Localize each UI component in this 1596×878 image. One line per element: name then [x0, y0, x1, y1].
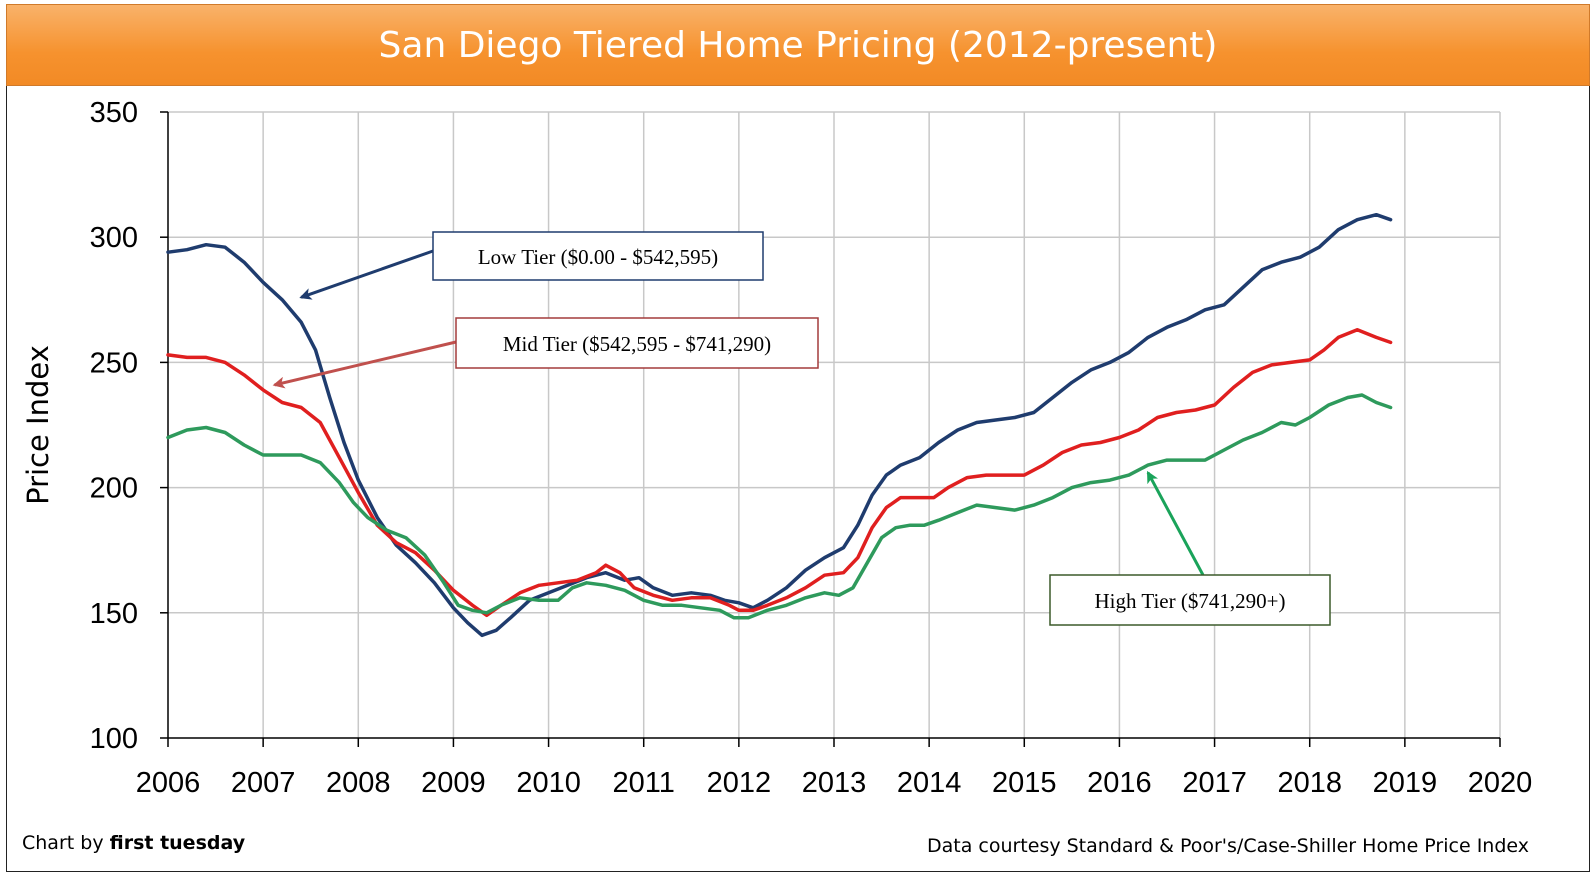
x-tick-label: 2012 [707, 767, 772, 799]
credit-name: first tuesday [110, 832, 246, 854]
callout-arrow-high [1146, 470, 1205, 576]
x-tick-label: 2015 [992, 767, 1057, 799]
x-tick-label: 2013 [802, 767, 867, 799]
chart-frame [6, 4, 1590, 872]
y-tick-label: 150 [90, 598, 138, 630]
callout-box-low [432, 231, 764, 281]
x-tick-label: 2017 [1182, 767, 1247, 799]
callout-arrow-mid [272, 340, 457, 389]
callout-low: Low Tier ($0.00 - $542,595) [299, 231, 764, 300]
callout-box-mid [455, 317, 819, 369]
grid [168, 111, 1501, 738]
callout-label-mid: Mid Tier ($542,595 - $741,290) [503, 332, 771, 356]
series-line-low [166, 212, 1393, 638]
callout-high: High Tier ($741,290+) [1049, 470, 1331, 626]
chart-credit: Chart by first tuesday [22, 832, 246, 854]
x-tick-label: 2019 [1373, 767, 1438, 799]
x-tick-label: 2007 [231, 767, 296, 799]
y-tick-label: 200 [90, 473, 138, 505]
series-line-high [166, 393, 1393, 620]
x-tick-label: 2016 [1087, 767, 1152, 799]
y-tick-label: 100 [90, 723, 138, 755]
series-line-mid [166, 328, 1393, 618]
credit-prefix: Chart by [22, 832, 110, 854]
chart-title: San Diego Tiered Home Pricing (2012-pres… [6, 4, 1590, 86]
y-tick-label: 300 [90, 222, 138, 254]
callout-box-high [1049, 574, 1331, 626]
callouts: Low Tier ($0.00 - $542,595) Mid Tier ($54… [272, 231, 1331, 626]
x-tick-label: 2018 [1277, 767, 1342, 799]
y-axis-label: Price Index [21, 345, 55, 505]
x-tick-label: 2020 [1468, 767, 1533, 799]
x-tick-label: 2010 [516, 767, 581, 799]
callout-mid: Mid Tier ($542,595 - $741,290) [272, 317, 819, 389]
x-tick-label: 2006 [136, 767, 201, 799]
x-tick-label: 2011 [613, 767, 675, 799]
y-tick-label: 350 [90, 97, 138, 129]
series-lines [166, 212, 1393, 638]
x-tick-label: 2014 [897, 767, 962, 799]
data-source: Data courtesy Standard & Poor's/Case-Shi… [927, 835, 1529, 857]
callout-label-high: High Tier ($741,290+) [1095, 589, 1286, 613]
y-tick-label: 250 [90, 347, 138, 379]
axes: 100 150 200 250 300 350 2006 2007 2008 2009 2010 20… [90, 97, 1533, 799]
callout-arrow-low [299, 249, 434, 300]
x-tick-label: 2009 [421, 767, 486, 799]
callout-label-low: Low Tier ($0.00 - $542,595) [478, 245, 718, 269]
x-tick-label: 2008 [326, 767, 391, 799]
